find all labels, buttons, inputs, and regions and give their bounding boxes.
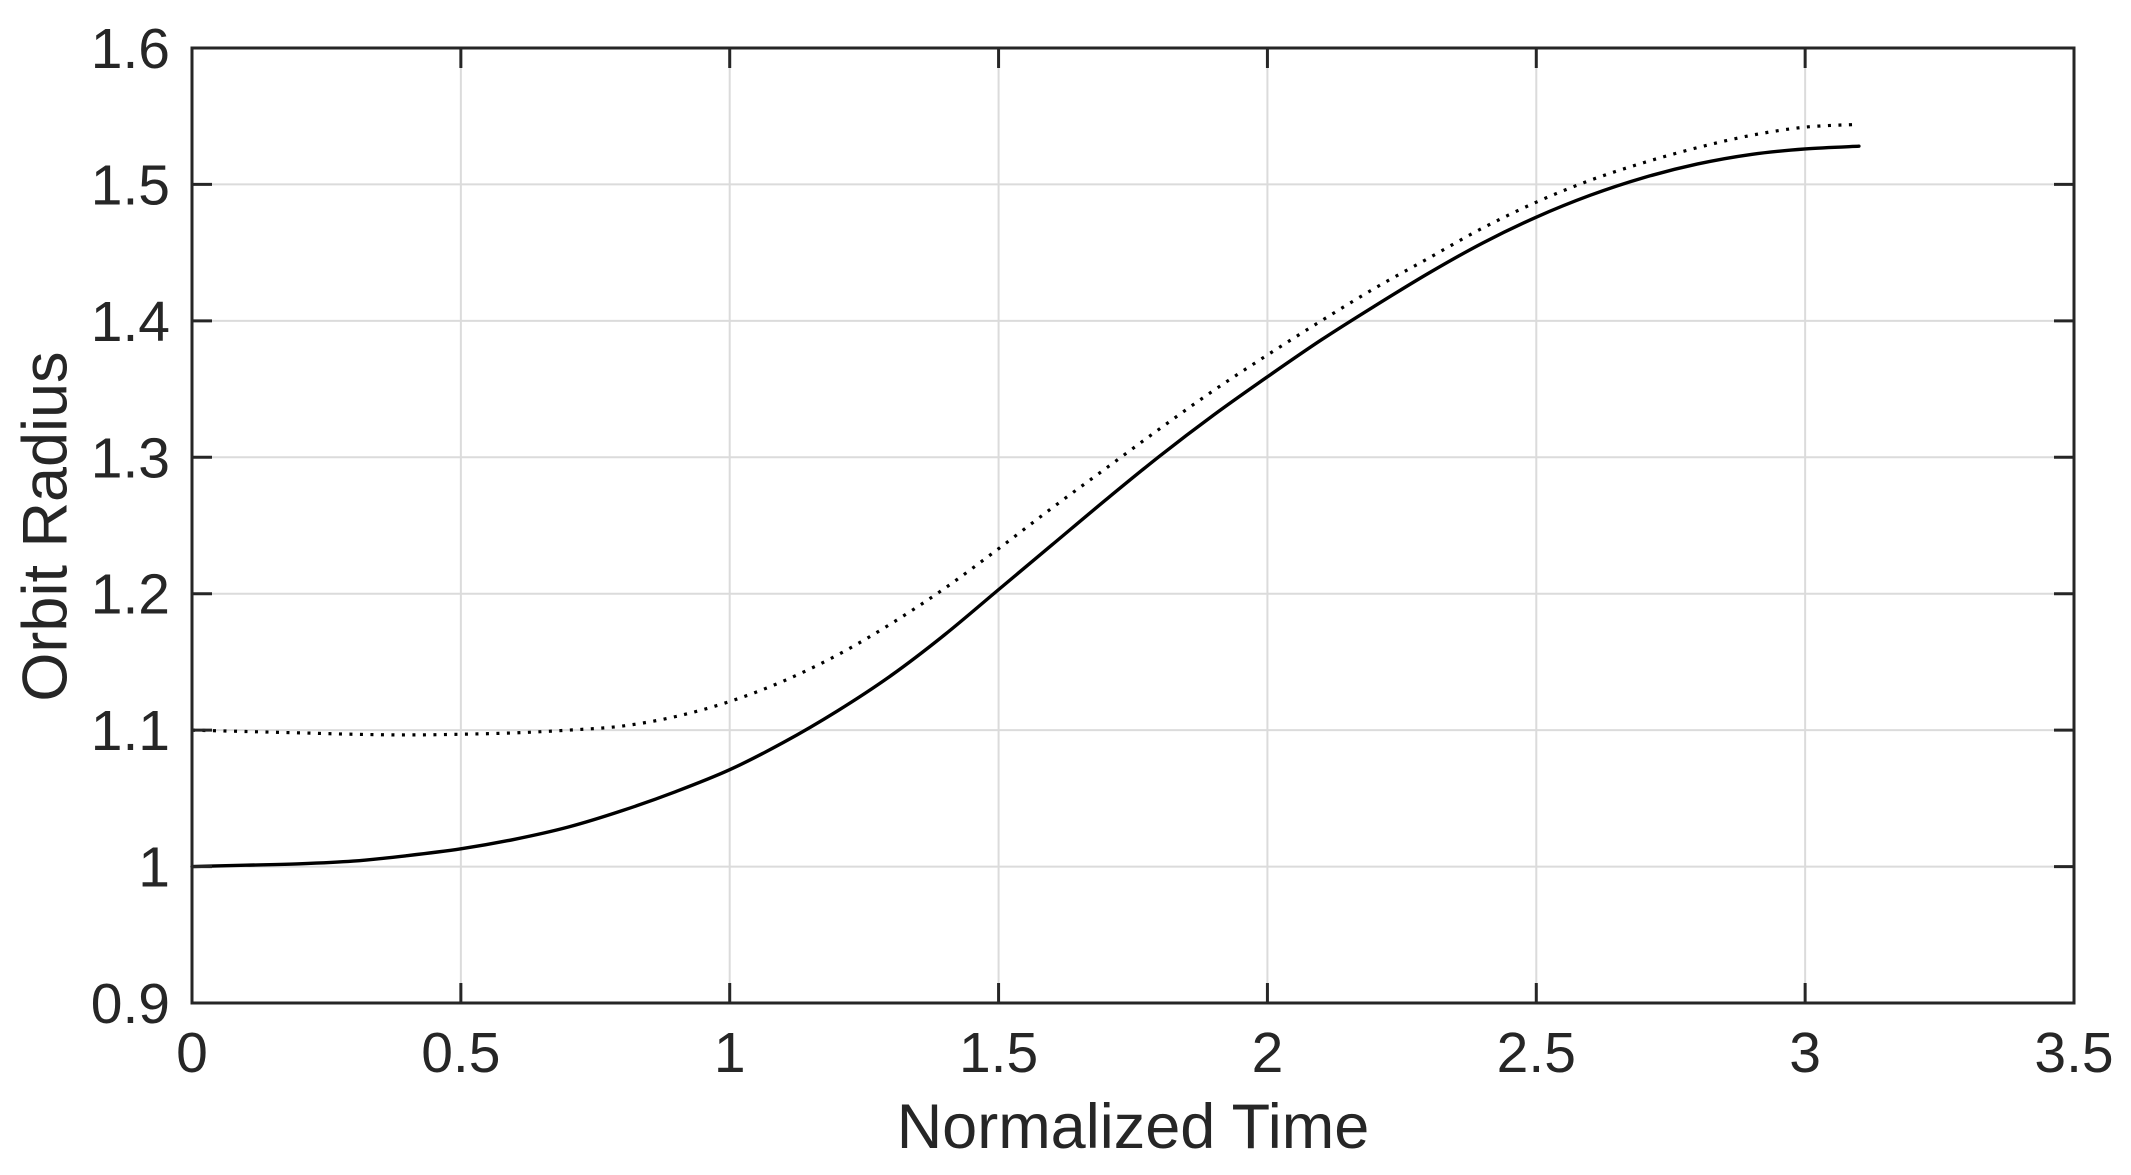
y-tick-label: 1 bbox=[138, 836, 170, 900]
x-tick-labels: 0 0.5 1 1.5 2 2.5 3 3.5 bbox=[176, 1021, 2113, 1085]
y-tick-label: 1.4 bbox=[91, 290, 170, 354]
y-tick-label: 1.5 bbox=[91, 153, 170, 217]
y-axis-label: Orbit Radius bbox=[10, 351, 81, 702]
x-tick-label: 2 bbox=[1252, 1021, 1284, 1085]
axes-box bbox=[190, 46, 2076, 1005]
x-tick-label: 0 bbox=[176, 1021, 208, 1085]
tick-marks bbox=[190, 46, 2076, 1005]
x-tick-label: 0.5 bbox=[421, 1021, 500, 1085]
y-tick-label: 1.2 bbox=[91, 563, 170, 627]
y-tick-label: 1.1 bbox=[91, 699, 170, 763]
y-tick-label: 0.9 bbox=[91, 972, 170, 1036]
gridlines bbox=[191, 47, 2075, 1004]
x-axis-label: Normalized Time bbox=[896, 1092, 1370, 1162]
data-series bbox=[190, 122, 1861, 869]
x-tick-label: 1 bbox=[714, 1021, 746, 1085]
series-solid-curve bbox=[190, 144, 1861, 869]
x-tick-label: 3.5 bbox=[2034, 1021, 2113, 1085]
series-dotted-curve bbox=[191, 122, 1859, 737]
y-tick-label: 1.3 bbox=[91, 426, 170, 490]
y-tick-labels: 0.9 1 1.1 1.2 1.3 1.4 1.5 1.6 bbox=[91, 17, 170, 1036]
x-tick-label: 3 bbox=[1789, 1021, 1821, 1085]
x-tick-label: 2.5 bbox=[1497, 1021, 1576, 1085]
x-tick-label: 1.5 bbox=[959, 1021, 1038, 1085]
y-tick-label: 1.6 bbox=[91, 17, 170, 81]
